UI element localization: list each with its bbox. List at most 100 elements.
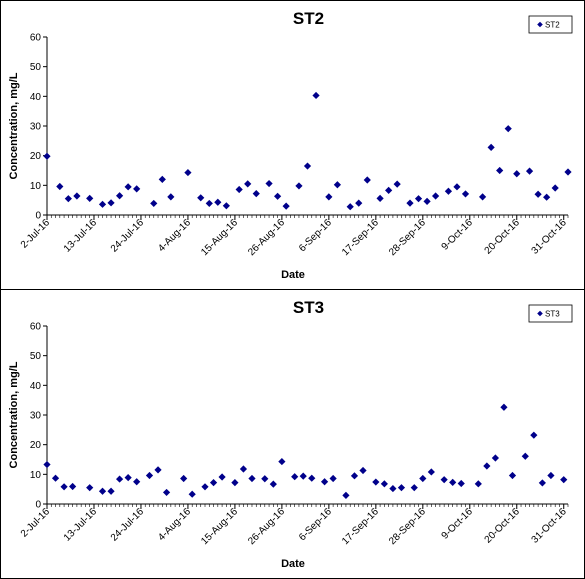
data-point	[43, 152, 51, 160]
data-point	[167, 193, 175, 201]
data-point	[483, 462, 491, 470]
data-point	[278, 457, 286, 466]
chart-svg: ST3 0 10 20 30 40 50 60 2-Jul-16 13-Jul-16 24-Jul-…	[8, 298, 573, 570]
legend-label: ST2	[545, 21, 560, 30]
y-tick-label: 0	[35, 500, 41, 511]
legend-marker	[537, 310, 543, 317]
data-point	[69, 482, 77, 491]
legend: ST3	[528, 304, 573, 323]
data-point	[359, 466, 367, 475]
x-tick-label: 26-Aug-16	[246, 506, 287, 547]
data-point	[423, 197, 431, 205]
data-point	[73, 192, 81, 200]
data-point	[372, 478, 380, 486]
y-tick-label: 60	[30, 33, 42, 44]
data-point	[508, 471, 517, 480]
data-point	[43, 460, 51, 469]
data-point	[56, 182, 64, 191]
data-point	[504, 125, 512, 133]
data-point	[551, 184, 559, 192]
y-tick-label: 50	[30, 351, 42, 362]
data-point	[107, 487, 115, 495]
data-point	[162, 488, 171, 497]
x-tick-label: 17-Sep-16	[340, 506, 381, 547]
data-point	[534, 190, 542, 198]
data-point	[525, 167, 534, 175]
data-point	[115, 475, 124, 483]
data-point	[180, 474, 188, 483]
data-point	[145, 471, 154, 480]
data-point	[201, 483, 209, 491]
x-axis-title: Date	[281, 269, 305, 281]
x-tick-label: 20-Oct-16	[483, 506, 523, 546]
data-point	[86, 484, 94, 492]
data-point	[538, 479, 546, 487]
data-point	[64, 195, 72, 203]
y-axis-title: Concentration, mg/L	[8, 72, 20, 179]
data-point	[235, 185, 243, 194]
chart-title: ST3	[293, 298, 324, 317]
x-tick-label: 24-Jul-16	[109, 217, 147, 255]
data-point	[397, 484, 406, 492]
x-tick-label: 2-Jul-16	[19, 217, 53, 251]
y-tick-label: 30	[30, 411, 42, 422]
data-point	[432, 192, 440, 200]
data-point	[158, 175, 166, 183]
y-tick-label: 20	[30, 440, 42, 451]
data-point	[427, 468, 435, 476]
data-point	[150, 199, 158, 208]
data-point	[295, 182, 303, 190]
data-point	[496, 166, 504, 175]
data-point	[239, 465, 248, 473]
data-point	[98, 200, 107, 208]
x-tick-label: 20-Oct-16	[483, 217, 523, 257]
data-point	[385, 186, 393, 194]
data-point	[342, 491, 350, 499]
y-tick-label: 10	[30, 470, 42, 481]
data-point	[333, 181, 341, 189]
data-point	[269, 480, 277, 488]
y-tick-label: 40	[30, 92, 42, 103]
y-axis-title: Concentration, mg/L	[8, 361, 20, 468]
x-tick-label: 28-Sep-16	[387, 506, 428, 547]
data-point	[218, 473, 226, 481]
data-point	[513, 170, 521, 178]
x-tick-label: 6-Sep-16	[297, 217, 334, 254]
data-point	[389, 484, 397, 493]
x-tick-label: 13-Jul-16	[62, 506, 100, 544]
chart-panel-st3: ST3 0 10 20 30 40 50 60 2-Jul-16 13-Jul-16 24-Jul-…	[0, 289, 585, 579]
data-point	[188, 490, 196, 498]
x-tick-label: 6-Sep-16	[297, 506, 334, 543]
x-tick-label: 31-Oct-16	[530, 217, 570, 257]
data-point	[184, 168, 192, 177]
data-point	[444, 187, 453, 195]
data-point	[406, 199, 414, 207]
data-point	[133, 185, 141, 193]
data-point	[521, 452, 529, 460]
data-point	[449, 478, 457, 486]
legend-marker	[537, 21, 543, 28]
data-point	[329, 474, 337, 483]
data-point	[261, 475, 269, 483]
y-tick-label: 60	[30, 322, 42, 333]
legend: ST2	[528, 15, 573, 34]
data-point	[303, 162, 312, 170]
x-tick-label: 26-Aug-16	[246, 217, 287, 258]
y-tick-label: 30	[30, 122, 42, 133]
chart-panel-st2: ST2 0 10 20 30 40 50 60 2-Jul-16 13-Jul-16 24-Jul-…	[0, 0, 585, 290]
data-point	[543, 193, 551, 201]
series-st2	[43, 91, 572, 211]
data-point	[274, 192, 282, 200]
data-point	[299, 472, 307, 480]
data-point	[60, 483, 68, 491]
data-point	[500, 403, 508, 411]
x-tick-label: 15-Aug-16	[199, 506, 240, 547]
data-point	[530, 431, 538, 439]
data-point	[291, 473, 299, 481]
data-point	[282, 202, 290, 210]
x-tick-label: 13-Jul-16	[62, 217, 100, 255]
data-point	[461, 190, 470, 198]
x-axis-title: Date	[281, 558, 305, 570]
data-point	[414, 195, 423, 203]
data-point	[474, 480, 482, 488]
